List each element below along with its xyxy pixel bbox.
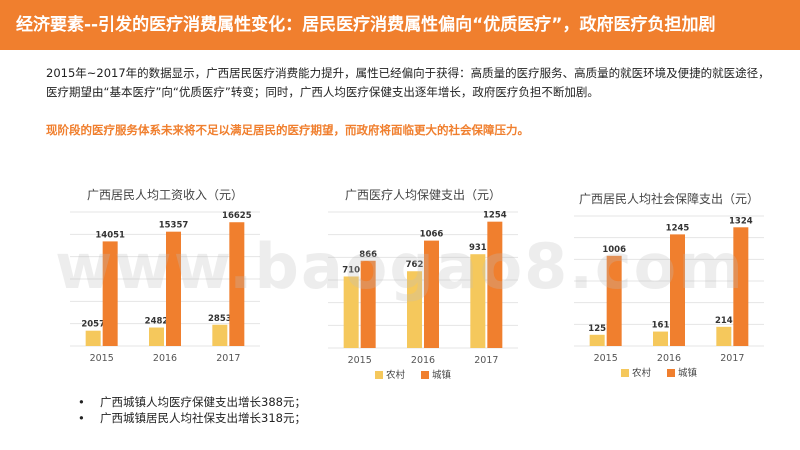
page-title: 经济要素--引发的医疗消费属性变化：居民医疗消费属性偏向“优质医疗”，政府医疗负…: [16, 15, 716, 35]
chart-social-security: 广西居民人均社会保障支出（元） 125 1006 2015 161 1245 2016 21…: [566, 190, 772, 384]
data-label: 214: [715, 316, 733, 326]
chart-svg: 125 1006 2015 161 1245 2016 214 1324 2017 农村 城镇: [574, 215, 764, 379]
bar-urban: [102, 241, 118, 346]
data-label: 161: [652, 321, 670, 331]
data-label: 125: [588, 324, 606, 334]
legend-swatch: [375, 371, 383, 379]
data-label: 2853: [208, 314, 232, 324]
data-label: 710: [342, 265, 360, 275]
x-tick-label: 2015: [594, 353, 618, 364]
data-label: 1006: [602, 245, 626, 255]
data-label: 1254: [483, 211, 507, 221]
header-bar: 经济要素--引发的医疗消费属性变化：居民医疗消费属性偏向“优质医疗”，政府医疗负…: [0, 0, 800, 50]
data-label: 1066: [420, 230, 444, 240]
chart-medical-expense: 广西医疗人均保健支出（元） 710 866 2015 762 1066 2016 931 12…: [320, 186, 526, 384]
chart-svg: 2057 14051 2015 2482 15357 2016 2853 16625 2017: [70, 211, 260, 364]
bar-urban: [360, 260, 376, 348]
data-label: 16625: [222, 211, 252, 221]
intro-paragraph: 2015年~2017年的数据显示，广西居民医疗消费能力提升，属性已经偏向于获得：…: [46, 66, 770, 99]
chart-wage-income: 广西居民人均工资收入（元） 2057 14051 2015 2482 15357 2016…: [62, 186, 268, 376]
data-label: 1245: [666, 223, 690, 233]
legend-swatch: [421, 371, 429, 379]
chart-title: 广西居民人均社会保障支出（元）: [578, 192, 759, 206]
bar-rural: [407, 271, 422, 348]
bar-rural: [589, 334, 605, 346]
x-tick-label: 2017: [720, 353, 744, 364]
highlight-text: 现阶段的医疗服务体系未来将不足以满足居民的医疗期望，而政府将面临更大的社会保障压…: [46, 123, 529, 137]
legend-label: 农村: [632, 367, 652, 379]
x-tick-label: 2016: [657, 353, 681, 364]
bar-urban: [166, 231, 181, 346]
legend-label: 农村: [386, 369, 406, 381]
data-label: 2057: [81, 320, 105, 330]
x-tick-label: 2017: [474, 355, 498, 366]
bar-rural: [470, 254, 486, 348]
bar-rural: [716, 326, 732, 346]
x-tick-label: 2015: [348, 355, 372, 366]
bar-rural: [343, 276, 359, 348]
bullet-list: 广西城镇人均医疗保健支出增长388元； 广西城镇居民人均社保支出增长318元；: [78, 394, 306, 426]
bullet-item: 广西城镇人均医疗保健支出增长388元；: [78, 394, 306, 410]
data-label: 866: [359, 250, 377, 260]
bar-urban: [606, 255, 622, 346]
chart-title: 广西医疗人均保健支出（元）: [344, 188, 501, 202]
chart-title: 广西居民人均工资收入（元）: [86, 188, 243, 202]
data-label: 2482: [145, 317, 169, 327]
chart-svg: 710 866 2015 762 1066 2016 931 1254 2017 农村 城镇: [328, 211, 518, 381]
legend-label: 城镇: [432, 369, 452, 381]
bar-urban: [229, 222, 245, 346]
x-tick-label: 2017: [216, 353, 240, 364]
bar-rural: [85, 330, 101, 346]
bar-urban: [733, 227, 749, 346]
bar-rural: [212, 324, 228, 346]
bar-urban: [670, 234, 685, 346]
data-label: 15357: [159, 221, 189, 231]
x-tick-label: 2016: [411, 355, 435, 366]
x-tick-label: 2016: [153, 353, 177, 364]
data-label: 931: [469, 243, 487, 253]
legend-label: 城镇: [678, 367, 698, 379]
bullet-item: 广西城镇居民人均社保支出增长318元；: [78, 410, 306, 426]
data-label: 14051: [95, 230, 125, 240]
bar-rural: [149, 327, 164, 346]
bar-rural: [653, 331, 668, 346]
data-label: 762: [406, 260, 424, 270]
legend-swatch: [621, 369, 629, 377]
data-label: 1324: [729, 216, 753, 226]
bar-urban: [424, 240, 439, 348]
legend-swatch: [667, 369, 675, 377]
bar-urban: [487, 221, 503, 348]
x-tick-label: 2015: [90, 353, 114, 364]
